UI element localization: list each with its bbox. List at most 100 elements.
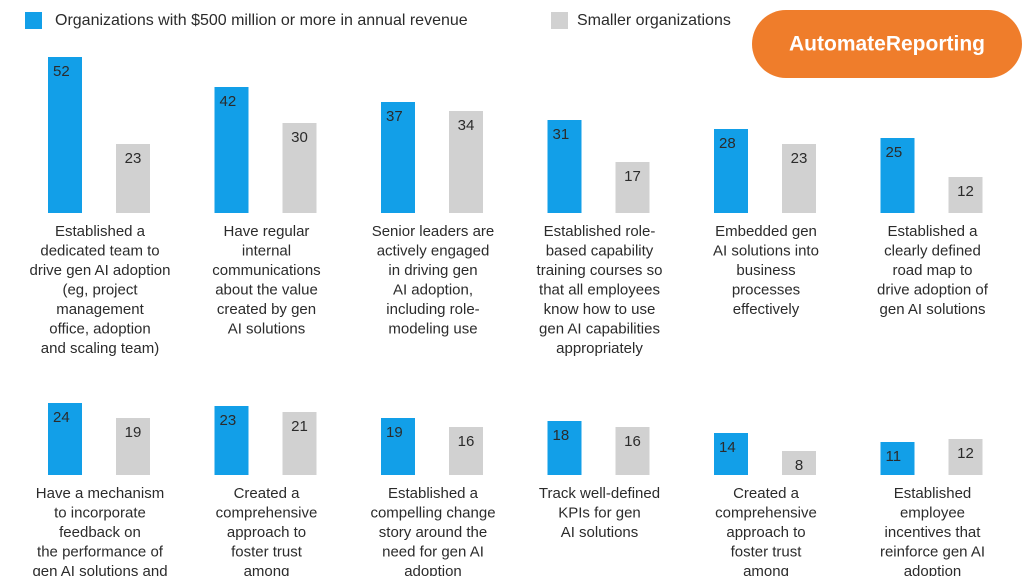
category-label: about the value [215,281,318,298]
bar [948,177,983,213]
category-label: business [736,262,795,279]
category-label: employee [900,504,965,521]
bar [615,162,650,213]
value-label: 17 [624,168,641,185]
category-label: approach to [227,524,306,541]
bar [282,412,317,475]
category-label: incentives that [885,524,982,541]
legend-swatch [551,12,568,29]
badge-text: AutomateReporting [789,33,985,56]
value-label: 8 [795,457,803,474]
category-label: Established a [55,223,146,240]
category-label: dedicated team to [40,242,159,259]
bar [615,427,650,475]
category-label: to incorporate [54,504,146,521]
category-label: Track well-defined [539,485,660,502]
badge [752,10,1022,78]
category-label: AI solutions into [713,242,819,259]
value-label: 16 [624,433,641,450]
bar [547,120,582,213]
category-label: Created a [733,485,800,502]
bar [282,123,317,213]
value-label: 24 [53,409,70,426]
category-label: created by gen [217,301,316,318]
category-label: including role- [386,301,479,318]
value-label: 11 [886,448,902,465]
category-label: actively engaged [377,242,490,259]
bar [449,111,483,213]
value-label: 19 [386,424,403,441]
category-label: Embedded gen [715,223,817,240]
category-label: Established role- [544,223,656,240]
value-label: 31 [553,126,570,143]
category-label: gen AI capabilities [539,320,660,337]
category-label: adoption [904,563,962,576]
category-label: comprehensive [715,504,817,521]
value-label: 12 [957,445,974,462]
category-label: Senior leaders are [372,223,495,240]
category-label: clearly defined [884,242,981,259]
category-label: and scaling team) [41,340,159,357]
category-label: office, adoption [49,320,150,337]
value-label: 14 [719,439,736,456]
bar [116,144,150,213]
category-label: AI adoption, [393,281,473,298]
category-label: know how to use [544,301,656,318]
bar [48,57,82,213]
bar [782,144,816,213]
category-label: Have regular [224,223,310,240]
bar [782,451,816,475]
category-label: reinforce gen AI [880,543,985,560]
category-label: story around the [379,524,487,541]
category-label: (eg, project [62,281,138,298]
value-label: 42 [220,93,237,110]
bar [449,427,483,475]
category-label: Established [894,485,972,502]
category-label: AI solutions [228,320,306,337]
value-label: 12 [957,183,974,200]
value-label: 16 [458,433,475,450]
value-label: 23 [791,150,808,167]
value-label: 30 [291,129,308,146]
category-label: feedback on [59,524,141,541]
category-label: modeling use [388,320,477,337]
value-label: 23 [220,412,237,429]
category-label: based capability [546,242,654,259]
category-label: foster trust [231,543,303,560]
category-label: communications [212,262,320,279]
bar [381,418,415,475]
legend-label: Smaller organizations [577,12,731,29]
category-label: gen AI solutions [880,301,986,318]
category-label: the performance of [37,543,164,560]
category-label: Established a [388,485,479,502]
bar [116,418,150,475]
category-label: comprehensive [216,504,318,521]
legend-swatch [25,12,42,29]
value-label: 25 [886,144,903,161]
category-label: adoption [404,563,462,576]
category-label: gen AI solutions and [32,563,167,576]
category-label: approach to [726,524,805,541]
category-label: training courses so [537,262,663,279]
category-label: drive gen AI adoption [30,262,171,279]
category-label: drive adoption of [877,281,989,298]
value-label: 21 [291,418,308,435]
category-label: Have a mechanism [36,485,164,502]
bar [880,138,915,213]
category-label: in driving gen [388,262,477,279]
bar [381,102,415,213]
bar [547,421,582,475]
bar [880,442,915,475]
value-label: 52 [53,63,70,80]
category-label: effectively [733,301,800,318]
value-label: 18 [553,427,570,444]
legend-label: Organizations with $500 million or more … [55,12,468,29]
category-label: among [244,563,290,576]
category-label: road map to [892,262,972,279]
bar [48,403,82,475]
category-label: AI solutions [561,524,639,541]
category-label: that all employees [539,281,660,298]
bar [948,439,983,475]
